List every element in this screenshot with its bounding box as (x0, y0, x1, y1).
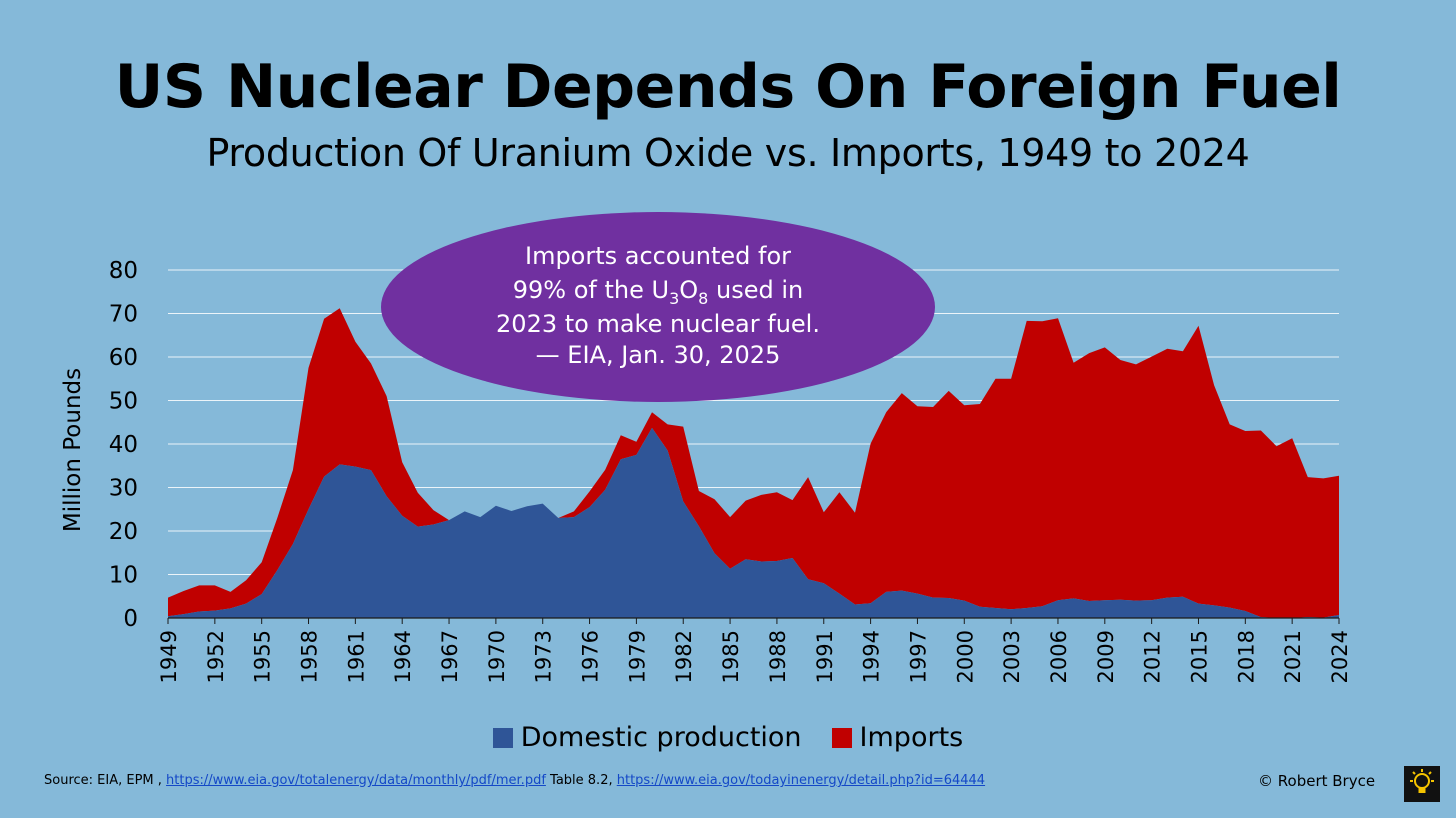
callout-line-4: — EIA, Jan. 30, 2025 (536, 341, 781, 369)
legend-item-imports: Imports (831, 722, 964, 753)
callout-bubble (381, 212, 935, 402)
y-tick-label: 20 (109, 519, 138, 545)
x-tick-label: 2015 (1188, 630, 1212, 683)
source-link-mer[interactable]: https://www.eia.gov/totalenergy/data/mon… (166, 773, 546, 788)
y-tick-label: 30 (109, 476, 138, 502)
x-tick-label: 1985 (719, 630, 743, 683)
y-tick-label: 0 (123, 606, 138, 632)
y-axis-label: Million Pounds (60, 368, 86, 532)
x-tick-label: 1988 (766, 630, 790, 683)
y-tick-label: 50 (109, 389, 138, 415)
x-tick-labels: 1949 1952 1955 1958 1961 1964 1967 1970 1973 1976… (157, 618, 1352, 683)
callout: Imports accounted for 99% of the U3O8 us… (381, 212, 935, 402)
x-tick-label: 2006 (1047, 630, 1071, 683)
y-tick-label: 10 (109, 563, 138, 589)
x-tick-label: 1961 (344, 630, 368, 683)
x-tick-label: 1958 (298, 630, 322, 683)
x-tick-label: 1955 (251, 630, 275, 683)
legend: Domestic production Imports (0, 722, 1456, 753)
x-tick-label: 1979 (625, 630, 649, 683)
x-tick-label: 1991 (813, 630, 837, 683)
series-imports (168, 308, 1339, 618)
y-tick-label: 80 (109, 258, 138, 284)
x-tick-label: 1949 (157, 630, 181, 683)
y-tick-label: 70 (109, 302, 138, 328)
x-tick-label: 2003 (1000, 630, 1024, 683)
callout-line-1: Imports accounted for (525, 242, 791, 270)
y-tick-label: 60 (109, 345, 138, 371)
lightbulb-icon (1404, 766, 1440, 802)
credit: © Robert Bryce (1258, 772, 1376, 790)
source-prefix: Source: EIA, EPM , (44, 773, 167, 788)
legend-label-domestic: Domestic production (520, 722, 802, 753)
series-areas (168, 308, 1339, 618)
x-tick-label: 2012 (1141, 630, 1165, 683)
x-tick-label: 1967 (438, 630, 462, 683)
x-tick-label: 2021 (1281, 630, 1305, 683)
y-tick-label: 40 (109, 432, 138, 458)
x-tick-label: 1964 (391, 630, 415, 683)
callout-line-2: 99% of the U3O8 used in (513, 276, 803, 308)
series-domestic-production (168, 427, 1339, 618)
source-mid: Table 8.2, (545, 773, 617, 788)
legend-swatch-domestic (492, 727, 513, 748)
callout-line-3: 2023 to make nuclear fuel. (496, 310, 820, 338)
legend-swatch-imports (831, 727, 852, 748)
x-tick-label: 1952 (204, 630, 228, 683)
source-note: Source: EIA, EPM , https://www.eia.gov/t… (44, 773, 985, 788)
y-tick-labels: 0 10 20 30 40 50 60 70 80 (109, 258, 138, 632)
source-link-todayinenergy[interactable]: https://www.eia.gov/todayinenergy/detail… (616, 773, 986, 788)
chart-subtitle: Production Of Uranium Oxide vs. Imports,… (206, 131, 1250, 175)
x-tick-label: 2000 (953, 630, 977, 683)
x-tick-label: 1973 (532, 630, 556, 683)
x-tick-label: 2009 (1094, 630, 1118, 683)
x-tick-label: 1997 (906, 630, 930, 683)
x-tick-label: 2018 (1234, 630, 1258, 683)
x-tick-label: 1994 (860, 630, 884, 683)
chart-title: US Nuclear Depends On Foreign Fuel (114, 52, 1342, 122)
legend-item-domestic: Domestic production (492, 722, 802, 753)
x-tick-label: 1970 (485, 630, 509, 683)
x-tick-label: 1976 (579, 630, 603, 683)
legend-label-imports: Imports (859, 722, 964, 753)
x-tick-label: 2024 (1328, 630, 1352, 683)
x-tick-label: 1982 (672, 630, 696, 683)
